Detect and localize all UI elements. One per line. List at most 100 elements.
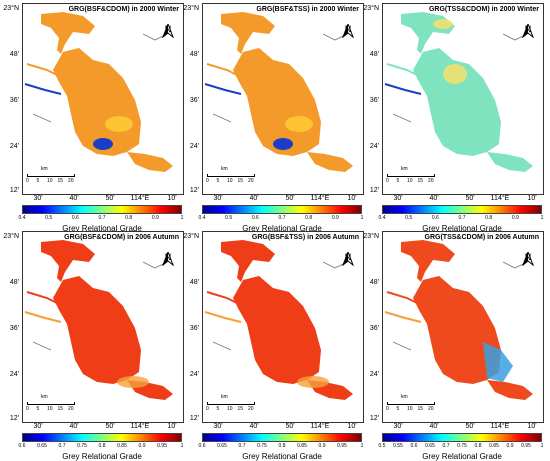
colorbar-tick-label: 0.6 (18, 443, 26, 449)
colorbar-tick-label: 0.55 (393, 443, 403, 449)
north-arrow-glyph (162, 252, 174, 266)
colorbar-tick-label: 0.8 (305, 215, 313, 221)
scale-bar-tick: 20 (428, 406, 434, 412)
colorbar-tick-label: 0.5 (405, 215, 413, 221)
map-frame: GRG(BSF&CDOM) in 2006 Autumn Nkm 0 5 10 15 20 (22, 231, 184, 423)
north-arrow-icon: N (161, 252, 175, 266)
colorbar-tick-label: 0.4 (198, 215, 206, 221)
colorbar-ticks: 0.4 0.5 0.6 0.7 0.8 0.9 1 (18, 215, 184, 222)
colorbar-tick-label: 0.7 (58, 443, 66, 449)
scale-bar-tick: 20 (248, 178, 254, 184)
colorbar-tick-label: 0.8 (125, 215, 133, 221)
colorbar-tick-label: 0.65 (425, 443, 435, 449)
colorbar-ticks: 0.5 0.55 0.6 0.65 0.7 0.75 0.8 0.85 0.9 0.95 1 (379, 443, 544, 450)
colorbar-tick-label: 0.95 (521, 443, 531, 449)
scale-bar-tick: 5 (396, 406, 400, 412)
colorbar-ticks: 0.6 0.65 0.7 0.75 0.8 0.85 0.9 0.95 1 (18, 443, 184, 450)
longitude-label: 114°E (490, 195, 510, 202)
colorbar-tick-label: 0.8 (98, 443, 106, 449)
colorbar-tick-label: 0.9 (318, 443, 326, 449)
scale-bar-line (207, 174, 255, 177)
longitude-label: 114°E (310, 423, 330, 430)
longitude-label: 30' (33, 195, 43, 202)
colorbar-tick-label: 0.9 (331, 215, 339, 221)
colorbar-tick-label: 0.5 (225, 215, 233, 221)
latitude-label: 23°N (3, 5, 19, 12)
scale-bar-line (387, 402, 435, 405)
colorbar-tick-label: 0.6 (198, 443, 206, 449)
longitude-label: 30' (393, 423, 403, 430)
colorbar-tick-label: 0.9 (138, 443, 146, 449)
scale-bar-tick: 5 (396, 178, 400, 184)
map-title: GRG(BSF&TSS) in 2006 Autumn (251, 234, 359, 241)
colorbar (202, 205, 362, 214)
colorbar (382, 205, 542, 214)
longitude-label: 114°E (130, 195, 150, 202)
scale-bar-tick: 15 (237, 406, 244, 412)
scale-bar-tick: 15 (57, 406, 64, 412)
longitude-label: 114°E (490, 423, 510, 430)
colorbar-tick-label: 0.8 (474, 443, 482, 449)
scale-bar-unit: km (221, 394, 228, 400)
longitude-label: 10' (527, 195, 537, 202)
latitude-label: 12' (9, 187, 19, 194)
longitude-label: 40' (429, 195, 439, 202)
north-arrow-icon: N (341, 24, 355, 38)
scale-bar-tick: 15 (417, 406, 424, 412)
map-frame: GRG(TSS&CDOM) in 2006 Autumn Nkm 0 5 10 15 20 (382, 231, 544, 423)
scale-bar-tick: 10 (47, 406, 53, 412)
map-frame: GRG(BSF&CDOM) in 2000 Winter Nkm 0 5 10 15 20 (22, 3, 184, 195)
colorbar-tick-label: 0.9 (511, 215, 519, 221)
latitude-label: 12' (369, 187, 379, 194)
scale-bar-tick: 20 (428, 178, 434, 184)
map-frame: GRG(BSF&TSS) in 2006 Autumn Nkm 0 5 10 15 20 (202, 231, 364, 423)
colorbar (382, 433, 542, 442)
longitude-label: 10' (167, 195, 177, 202)
longitude-label: 40' (69, 195, 79, 202)
map-raster (204, 12, 353, 172)
longitude-label: 50' (105, 423, 115, 430)
colorbar-tick-label: 0.4 (18, 215, 26, 221)
colorbar-tick-label: 0.65 (217, 443, 227, 449)
scale-bar-unit: km (221, 166, 228, 172)
scale-bar-tick: 0 (206, 178, 209, 184)
scale-bar-tick: 15 (417, 178, 424, 184)
longitude-label: 114°E (310, 195, 330, 202)
colorbar (22, 433, 182, 442)
map-raster (24, 12, 173, 172)
colorbar (202, 433, 362, 442)
map-title: GRG(TSS&CDOM) in 2000 Winter (428, 6, 539, 13)
colorbar-tick-label: 1 (180, 443, 184, 449)
latitude-label: 36' (9, 325, 19, 332)
colorbar-tick-label: 0.75 (257, 443, 267, 449)
latitude-label: 24' (9, 371, 19, 378)
latitude-label: 24' (189, 143, 199, 150)
longitude-label: 40' (69, 423, 79, 430)
latitude-label: 48' (189, 51, 199, 58)
scale-bar-tick: 10 (227, 178, 233, 184)
map-title: GRG(BSF&CDOM) in 2000 Winter (68, 6, 179, 13)
north-arrow-glyph (342, 24, 354, 38)
colorbar-tick-label: 0.6 (410, 443, 418, 449)
longitude-label: 30' (213, 195, 223, 202)
latitude-label: 23°N (3, 233, 19, 240)
map-raster (384, 240, 533, 400)
longitude-label: 40' (249, 195, 259, 202)
scale-bar-unit: km (41, 166, 48, 172)
colorbar-tick-label: 0.85 (297, 443, 307, 449)
map-frame: GRG(BSF&TSS) in 2000 Winter Nkm 0 5 10 15 20 (202, 3, 364, 195)
colorbar-tick-label: 0.4 (378, 215, 386, 221)
scale-bar-tick: 10 (227, 406, 233, 412)
colorbar-tick-label: 0.85 (117, 443, 127, 449)
colorbar-label: Grey Relational Grade (422, 224, 502, 233)
colorbar-label: Grey Relational Grade (62, 452, 142, 461)
latitude-label: 36' (189, 97, 199, 104)
longitude-label: 40' (429, 423, 439, 430)
scale-bar-unit: km (401, 394, 408, 400)
colorbar-tick-label: 0.8 (278, 443, 286, 449)
latitude-label: 36' (9, 97, 19, 104)
colorbar-tick-label: 0.95 (337, 443, 347, 449)
scale-bar-line (387, 174, 435, 177)
colorbar-tick-label: 0.7 (458, 215, 466, 221)
scale-bar-tick: 20 (68, 406, 74, 412)
